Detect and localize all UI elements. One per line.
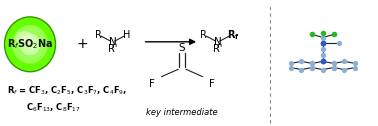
Text: F: F	[149, 79, 155, 89]
Text: R': R'	[213, 44, 222, 54]
Text: R': R'	[108, 44, 117, 54]
Ellipse shape	[15, 31, 33, 45]
Ellipse shape	[5, 17, 56, 72]
Text: N: N	[214, 37, 222, 47]
Text: C$_6$F$_{13}$, C$_8$F$_{17}$: C$_6$F$_{13}$, C$_8$F$_{17}$	[26, 102, 81, 114]
Text: N: N	[109, 37, 116, 47]
Text: +: +	[77, 37, 88, 51]
Text: R: R	[200, 30, 207, 40]
Text: R$_f$SO$_2$Na: R$_f$SO$_2$Na	[7, 37, 53, 51]
Ellipse shape	[20, 33, 40, 55]
Text: S: S	[179, 43, 185, 53]
Text: R: R	[95, 30, 102, 40]
Text: H: H	[123, 30, 131, 40]
Text: key intermediate: key intermediate	[146, 108, 218, 117]
Text: R$_f$ = CF$_3$, C$_2$F$_5$, C$_3$F$_7$, C$_4$F$_9$,: R$_f$ = CF$_3$, C$_2$F$_5$, C$_3$F$_7$, …	[8, 84, 128, 97]
Ellipse shape	[12, 25, 48, 64]
Text: F: F	[209, 79, 215, 89]
Text: $\mathbf{R_f}$: $\mathbf{R_f}$	[227, 28, 240, 42]
